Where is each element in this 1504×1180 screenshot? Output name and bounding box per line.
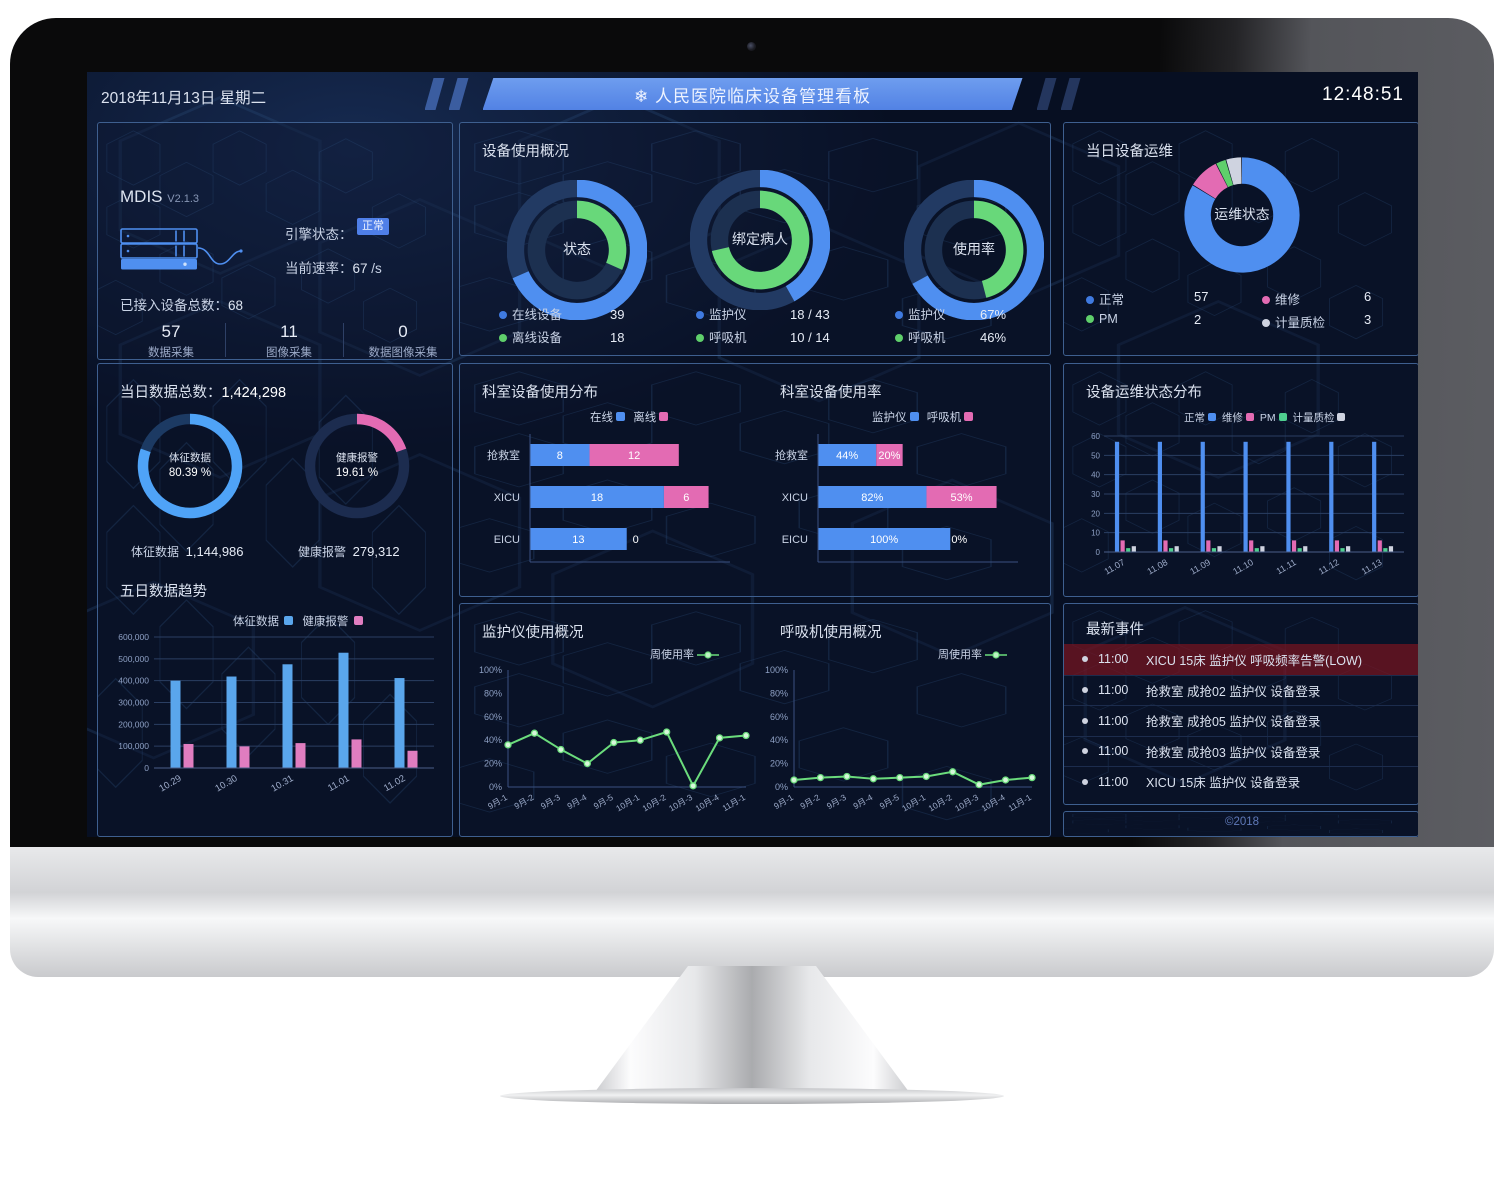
svg-text:9月-3: 9月-3 — [825, 792, 848, 811]
svg-text:6: 6 — [683, 492, 689, 504]
svg-text:60%: 60% — [484, 712, 502, 722]
svg-text:18: 18 — [591, 492, 603, 504]
svg-text:XICU: XICU — [782, 492, 808, 504]
svg-text:600,000: 600,000 — [118, 633, 149, 642]
svg-text:体征数据: 体征数据 — [169, 451, 211, 464]
svg-text:10月-4: 10月-4 — [979, 792, 1006, 814]
svg-text:9月-4: 9月-4 — [851, 792, 874, 811]
svg-text:0%: 0% — [951, 534, 967, 546]
svg-text:100,000: 100,000 — [118, 741, 149, 751]
svg-text:11.01: 11.01 — [326, 773, 351, 794]
svg-text:60%: 60% — [770, 712, 788, 722]
svg-text:53%: 53% — [951, 492, 973, 504]
svg-text:XICU: XICU — [494, 492, 520, 504]
svg-text:9月-4: 9月-4 — [565, 792, 588, 811]
svg-text:40%: 40% — [484, 735, 502, 745]
svg-text:状态: 状态 — [563, 241, 591, 257]
svg-text:40: 40 — [1091, 471, 1100, 480]
svg-text:11.08: 11.08 — [1145, 557, 1169, 577]
svg-text:60: 60 — [1091, 432, 1100, 441]
svg-text:11.12: 11.12 — [1317, 557, 1341, 577]
svg-text:20: 20 — [1091, 509, 1100, 518]
svg-text:使用率: 使用率 — [953, 241, 995, 257]
svg-text:10月-3: 10月-3 — [953, 792, 980, 814]
svg-text:40%: 40% — [770, 735, 788, 745]
svg-text:500,000: 500,000 — [118, 654, 149, 664]
svg-text:100%: 100% — [479, 666, 502, 675]
svg-text:20%: 20% — [484, 759, 502, 769]
svg-text:19.61 %: 19.61 % — [336, 467, 378, 479]
svg-text:9月-2: 9月-2 — [512, 792, 535, 811]
svg-text:9月-1: 9月-1 — [772, 792, 795, 811]
svg-text:8: 8 — [557, 450, 563, 462]
svg-text:9月-5: 9月-5 — [592, 792, 615, 811]
svg-text:抢救室: 抢救室 — [775, 448, 808, 462]
svg-text:0: 0 — [144, 763, 149, 773]
svg-text:9月-2: 9月-2 — [798, 792, 821, 811]
svg-text:绑定病人: 绑定病人 — [732, 231, 788, 247]
svg-text:0: 0 — [1096, 548, 1101, 557]
svg-text:50: 50 — [1091, 451, 1100, 460]
svg-text:9月-3: 9月-3 — [539, 792, 562, 811]
svg-text:0%: 0% — [489, 782, 502, 792]
svg-text:9月-1: 9月-1 — [486, 792, 509, 811]
svg-text:10.31: 10.31 — [269, 773, 295, 794]
svg-text:200,000: 200,000 — [118, 719, 149, 729]
svg-text:10月-2: 10月-2 — [927, 792, 954, 814]
svg-text:44%: 44% — [836, 450, 858, 462]
svg-text:健康报警: 健康报警 — [336, 451, 378, 464]
svg-text:82%: 82% — [861, 492, 883, 504]
svg-text:11.10: 11.10 — [1231, 557, 1255, 577]
svg-text:10.30: 10.30 — [213, 773, 239, 794]
svg-text:10月-1: 10月-1 — [614, 792, 641, 814]
svg-text:10月-3: 10月-3 — [667, 792, 694, 814]
svg-text:11.02: 11.02 — [382, 773, 407, 794]
svg-text:10月-2: 10月-2 — [641, 792, 668, 814]
svg-text:11.09: 11.09 — [1188, 557, 1212, 577]
svg-text:80.39 %: 80.39 % — [169, 467, 211, 479]
svg-text:20%: 20% — [878, 450, 900, 462]
svg-text:12: 12 — [628, 450, 640, 462]
svg-text:400,000: 400,000 — [118, 676, 149, 686]
svg-text:11月-1: 11月-1 — [1006, 792, 1033, 813]
svg-text:13: 13 — [572, 534, 584, 546]
svg-text:30: 30 — [1091, 490, 1100, 499]
svg-text:EICU: EICU — [494, 534, 520, 546]
svg-text:11.13: 11.13 — [1360, 557, 1384, 577]
svg-text:EICU: EICU — [782, 534, 808, 546]
svg-text:11.07: 11.07 — [1102, 557, 1126, 577]
svg-text:11.11: 11.11 — [1275, 557, 1298, 576]
svg-text:100%: 100% — [870, 534, 898, 546]
svg-text:抢救室: 抢救室 — [487, 448, 520, 462]
svg-text:10月-1: 10月-1 — [900, 792, 927, 814]
svg-text:80%: 80% — [484, 688, 502, 698]
svg-text:100%: 100% — [765, 666, 788, 675]
svg-text:0: 0 — [633, 534, 639, 546]
svg-text:10.29: 10.29 — [157, 773, 183, 794]
svg-text:10月-4: 10月-4 — [693, 792, 720, 814]
svg-text:300,000: 300,000 — [118, 698, 149, 708]
svg-text:10: 10 — [1091, 529, 1100, 538]
svg-text:0%: 0% — [775, 782, 788, 792]
svg-text:80%: 80% — [770, 688, 788, 698]
svg-text:运维状态: 运维状态 — [1214, 207, 1269, 222]
svg-text:20%: 20% — [770, 759, 788, 769]
svg-text:11月-1: 11月-1 — [720, 792, 747, 813]
svg-text:9月-5: 9月-5 — [878, 792, 901, 811]
